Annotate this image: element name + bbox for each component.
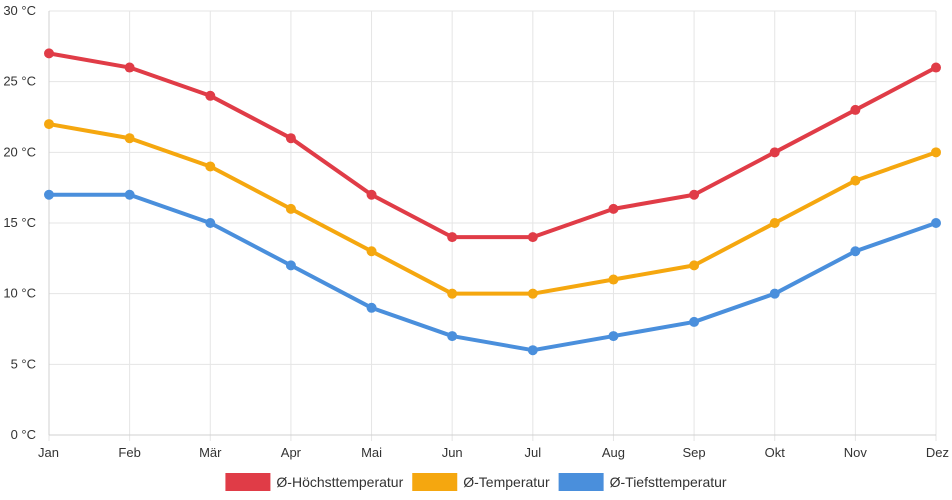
x-tick-label: Jan [38, 445, 59, 460]
data-point[interactable] [285, 203, 296, 214]
y-tick-label: 10 °C [3, 286, 36, 301]
legend[interactable]: Ø-Höchsttemperatur Ø-Temperatur Ø-Tiefstte… [225, 473, 727, 491]
data-point[interactable] [608, 274, 619, 285]
data-point[interactable] [285, 133, 296, 144]
data-point[interactable] [124, 62, 135, 73]
data-point[interactable] [850, 104, 861, 115]
data-point[interactable] [527, 345, 538, 356]
data-point[interactable] [366, 302, 377, 313]
data-point[interactable] [689, 260, 700, 271]
y-tick-label: 15 °C [3, 215, 36, 230]
x-tick-label: Apr [281, 445, 302, 460]
data-point[interactable] [769, 288, 780, 299]
x-tick-label: Feb [118, 445, 140, 460]
legend-item-1[interactable]: Ø-Höchsttemperatur [225, 473, 404, 491]
data-point[interactable] [44, 119, 54, 130]
legend-label: Ø-Höchsttemperatur [276, 474, 403, 490]
data-point[interactable] [205, 90, 216, 101]
legend-swatch [225, 473, 271, 491]
data-point[interactable] [285, 260, 296, 271]
series-3 [44, 189, 941, 356]
y-tick-label: 5 °C [11, 356, 36, 371]
data-point[interactable] [689, 316, 700, 327]
x-tick-label: Nov [844, 445, 868, 460]
data-point[interactable] [850, 175, 861, 186]
legend-item-3[interactable]: Ø-Tiefsttemperatur [558, 473, 727, 491]
x-axis-labels: Jan Feb Mär Apr Mai Jun Jul Aug Sep Okt Nov Dez [38, 445, 949, 460]
x-tick-label: Aug [602, 445, 625, 460]
legend-swatch [412, 473, 458, 491]
x-tick-label: Sep [683, 445, 706, 460]
x-tick-label: Okt [765, 445, 786, 460]
data-point[interactable] [366, 246, 377, 257]
y-tick-label: 0 °C [11, 427, 36, 442]
data-point[interactable] [769, 147, 780, 158]
axes [48, 11, 936, 436]
data-point[interactable] [205, 161, 216, 172]
legend-swatch [558, 473, 604, 491]
series-2 [44, 119, 941, 299]
data-point[interactable] [527, 232, 538, 243]
grid [48, 10, 937, 441]
data-point[interactable] [124, 133, 135, 144]
data-point[interactable] [44, 48, 54, 59]
y-tick-label: 20 °C [3, 144, 36, 159]
data-point[interactable] [124, 189, 135, 200]
series-line [47, 122, 938, 296]
legend-label: Ø-Tiefsttemperatur [610, 474, 727, 490]
data-point[interactable] [608, 331, 619, 342]
data-point[interactable] [608, 203, 619, 214]
data-point[interactable] [205, 218, 216, 228]
series-line [47, 192, 938, 353]
data-point[interactable] [44, 189, 54, 200]
data-point[interactable] [527, 288, 538, 299]
data-point[interactable] [850, 246, 861, 257]
x-tick-label: Jul [525, 445, 542, 460]
legend-item-2[interactable]: Ø-Temperatur [412, 473, 550, 491]
series [44, 48, 941, 356]
data-point[interactable] [931, 62, 941, 73]
series-1 [44, 48, 941, 243]
x-tick-label: Mai [361, 445, 382, 460]
y-tick-label: 30 °C [3, 3, 36, 18]
data-point[interactable] [447, 288, 458, 299]
data-point[interactable] [931, 147, 941, 158]
data-point[interactable] [366, 189, 377, 200]
x-tick-label: Mär [199, 445, 222, 460]
data-point[interactable] [689, 189, 700, 200]
x-tick-label: Jun [442, 445, 463, 460]
data-point[interactable] [931, 218, 941, 228]
y-tick-label: 25 °C [3, 74, 36, 89]
data-point[interactable] [447, 232, 458, 243]
legend-label: Ø-Temperatur [463, 474, 550, 490]
y-axis-labels: 0 °C 5 °C 10 °C 15 °C 20 °C 25 °C 30 °C [3, 3, 36, 442]
series-line [47, 51, 938, 240]
x-tick-label: Dez [926, 445, 949, 460]
data-point[interactable] [769, 218, 780, 228]
data-point[interactable] [447, 331, 458, 342]
